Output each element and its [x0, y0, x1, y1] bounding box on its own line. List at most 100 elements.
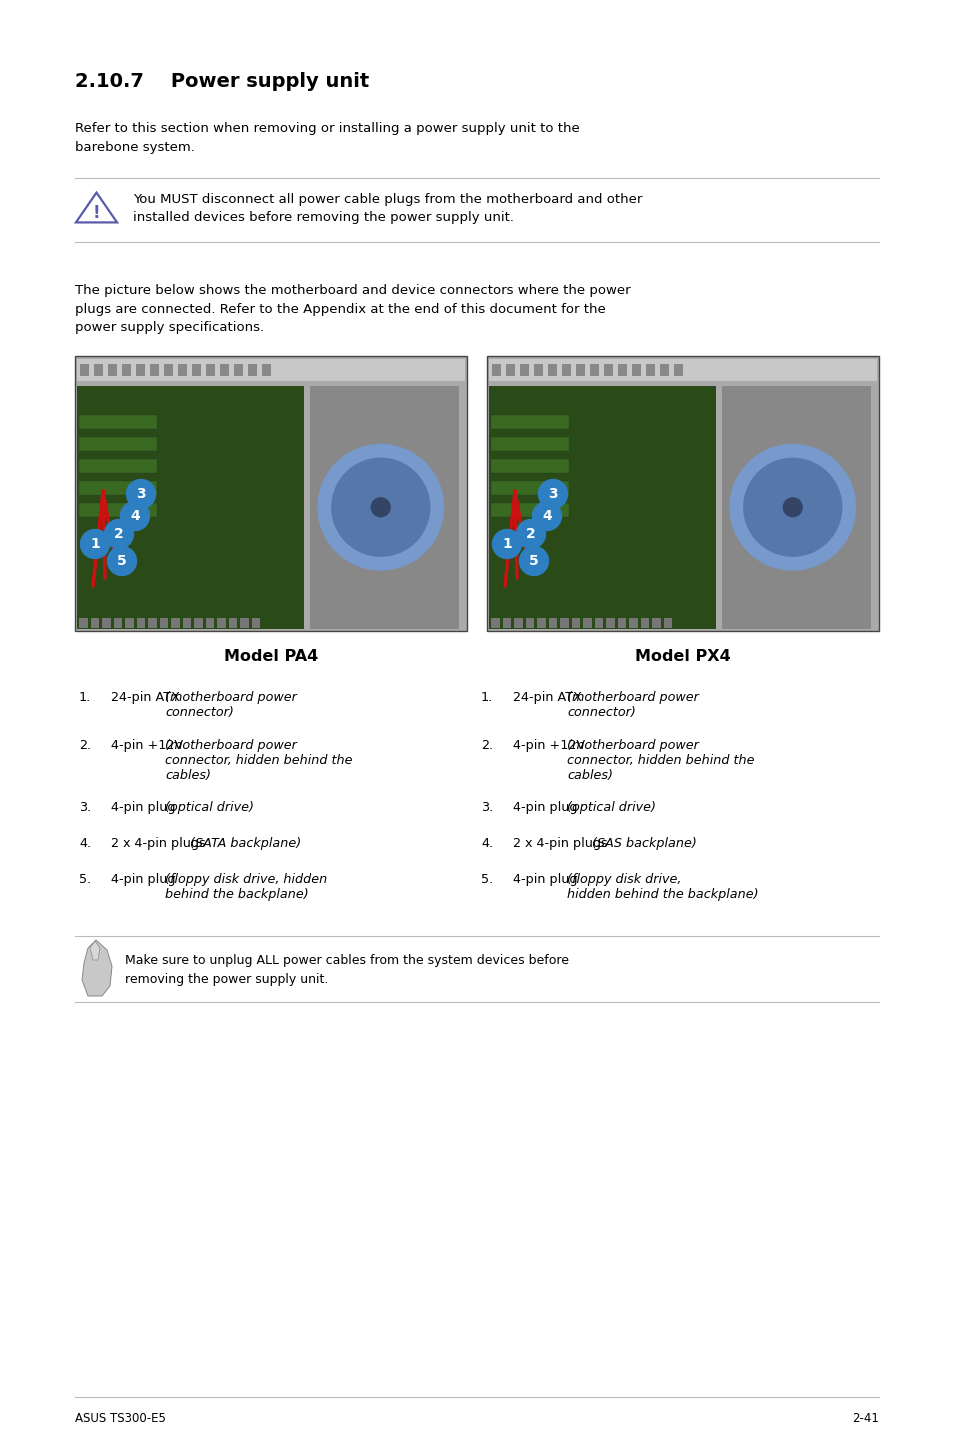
FancyBboxPatch shape: [94, 364, 103, 375]
Circle shape: [537, 479, 567, 509]
FancyBboxPatch shape: [262, 364, 271, 375]
Text: Make sure to unplug ALL power cables from the system devices before
removing the: Make sure to unplug ALL power cables fro…: [125, 953, 568, 985]
Text: (motherboard power
connector): (motherboard power connector): [566, 692, 699, 719]
FancyBboxPatch shape: [559, 618, 568, 628]
Circle shape: [105, 519, 133, 548]
FancyBboxPatch shape: [491, 618, 499, 628]
Text: 2 x 4-pin plugs: 2 x 4-pin plugs: [111, 837, 210, 850]
FancyBboxPatch shape: [519, 364, 529, 375]
FancyBboxPatch shape: [662, 618, 671, 628]
FancyBboxPatch shape: [178, 364, 187, 375]
FancyBboxPatch shape: [91, 618, 99, 628]
Text: 4-pin plug: 4-pin plug: [513, 873, 581, 886]
Text: (SATA backplane): (SATA backplane): [190, 837, 301, 850]
Text: 24-pin ATX: 24-pin ATX: [513, 692, 585, 705]
Circle shape: [782, 498, 801, 516]
FancyBboxPatch shape: [491, 459, 569, 473]
Text: ASUS TS300-E5: ASUS TS300-E5: [75, 1412, 166, 1425]
Text: (optical drive): (optical drive): [165, 801, 253, 814]
Text: 1: 1: [90, 536, 100, 551]
Circle shape: [80, 529, 110, 558]
FancyBboxPatch shape: [113, 618, 122, 628]
FancyBboxPatch shape: [492, 364, 500, 375]
Text: (motherboard power
connector, hidden behind the
cables): (motherboard power connector, hidden beh…: [566, 739, 754, 782]
Text: 5.: 5.: [480, 873, 493, 886]
FancyBboxPatch shape: [594, 618, 602, 628]
FancyBboxPatch shape: [605, 618, 614, 628]
FancyBboxPatch shape: [171, 618, 179, 628]
FancyBboxPatch shape: [491, 503, 569, 518]
FancyBboxPatch shape: [721, 385, 870, 628]
FancyBboxPatch shape: [486, 357, 878, 631]
FancyBboxPatch shape: [651, 618, 659, 628]
FancyBboxPatch shape: [159, 618, 168, 628]
FancyBboxPatch shape: [108, 364, 117, 375]
FancyBboxPatch shape: [150, 364, 159, 375]
FancyBboxPatch shape: [102, 618, 111, 628]
Circle shape: [371, 498, 390, 516]
Text: 3: 3: [136, 487, 146, 500]
FancyBboxPatch shape: [514, 618, 522, 628]
FancyBboxPatch shape: [79, 459, 157, 473]
FancyBboxPatch shape: [525, 618, 534, 628]
FancyBboxPatch shape: [148, 618, 156, 628]
Text: Model PX4: Model PX4: [635, 649, 730, 664]
FancyBboxPatch shape: [631, 364, 640, 375]
FancyBboxPatch shape: [79, 437, 157, 452]
Text: !: !: [92, 204, 100, 221]
FancyBboxPatch shape: [79, 503, 157, 518]
Text: 5: 5: [529, 554, 538, 568]
Text: You MUST disconnect all power cable plugs from the motherboard and other
install: You MUST disconnect all power cable plug…: [132, 193, 641, 224]
FancyBboxPatch shape: [639, 618, 648, 628]
Text: (motherboard power
connector, hidden behind the
cables): (motherboard power connector, hidden beh…: [165, 739, 353, 782]
FancyBboxPatch shape: [537, 618, 545, 628]
Text: 1: 1: [501, 536, 512, 551]
FancyBboxPatch shape: [534, 364, 542, 375]
FancyBboxPatch shape: [673, 364, 682, 375]
Text: 24-pin ATX: 24-pin ATX: [111, 692, 184, 705]
FancyBboxPatch shape: [571, 618, 579, 628]
FancyBboxPatch shape: [75, 357, 467, 631]
FancyBboxPatch shape: [659, 364, 668, 375]
Text: 3.: 3.: [480, 801, 493, 814]
Text: 5.: 5.: [79, 873, 91, 886]
FancyBboxPatch shape: [164, 364, 172, 375]
FancyBboxPatch shape: [233, 364, 243, 375]
Circle shape: [332, 459, 429, 557]
FancyBboxPatch shape: [205, 618, 213, 628]
FancyBboxPatch shape: [491, 416, 569, 429]
Text: 4-pin +12V: 4-pin +12V: [513, 739, 589, 752]
FancyBboxPatch shape: [548, 618, 557, 628]
Circle shape: [516, 519, 545, 548]
Text: 2: 2: [525, 526, 536, 541]
FancyBboxPatch shape: [193, 618, 202, 628]
Text: 2.: 2.: [79, 739, 91, 752]
Text: 2.: 2.: [480, 739, 493, 752]
Polygon shape: [82, 940, 112, 997]
Text: 5: 5: [117, 554, 127, 568]
FancyBboxPatch shape: [229, 618, 236, 628]
Text: (optical drive): (optical drive): [566, 801, 656, 814]
FancyBboxPatch shape: [582, 618, 591, 628]
FancyBboxPatch shape: [77, 385, 304, 628]
Text: 4.: 4.: [480, 837, 493, 850]
Polygon shape: [90, 940, 100, 961]
FancyBboxPatch shape: [628, 618, 637, 628]
Text: The picture below shows the motherboard and device connectors where the power
pl: The picture below shows the motherboard …: [75, 283, 630, 334]
Circle shape: [743, 459, 841, 557]
Circle shape: [729, 444, 855, 569]
FancyBboxPatch shape: [617, 618, 625, 628]
Circle shape: [120, 502, 150, 531]
FancyBboxPatch shape: [603, 364, 613, 375]
FancyBboxPatch shape: [618, 364, 626, 375]
FancyBboxPatch shape: [216, 618, 225, 628]
Text: 2 x 4-pin plugs: 2 x 4-pin plugs: [513, 837, 611, 850]
FancyBboxPatch shape: [252, 618, 260, 628]
Circle shape: [532, 502, 561, 531]
FancyBboxPatch shape: [547, 364, 557, 375]
FancyBboxPatch shape: [589, 364, 598, 375]
FancyBboxPatch shape: [125, 618, 133, 628]
Text: 4-pin plug: 4-pin plug: [513, 801, 581, 814]
FancyBboxPatch shape: [136, 618, 145, 628]
FancyBboxPatch shape: [182, 618, 191, 628]
